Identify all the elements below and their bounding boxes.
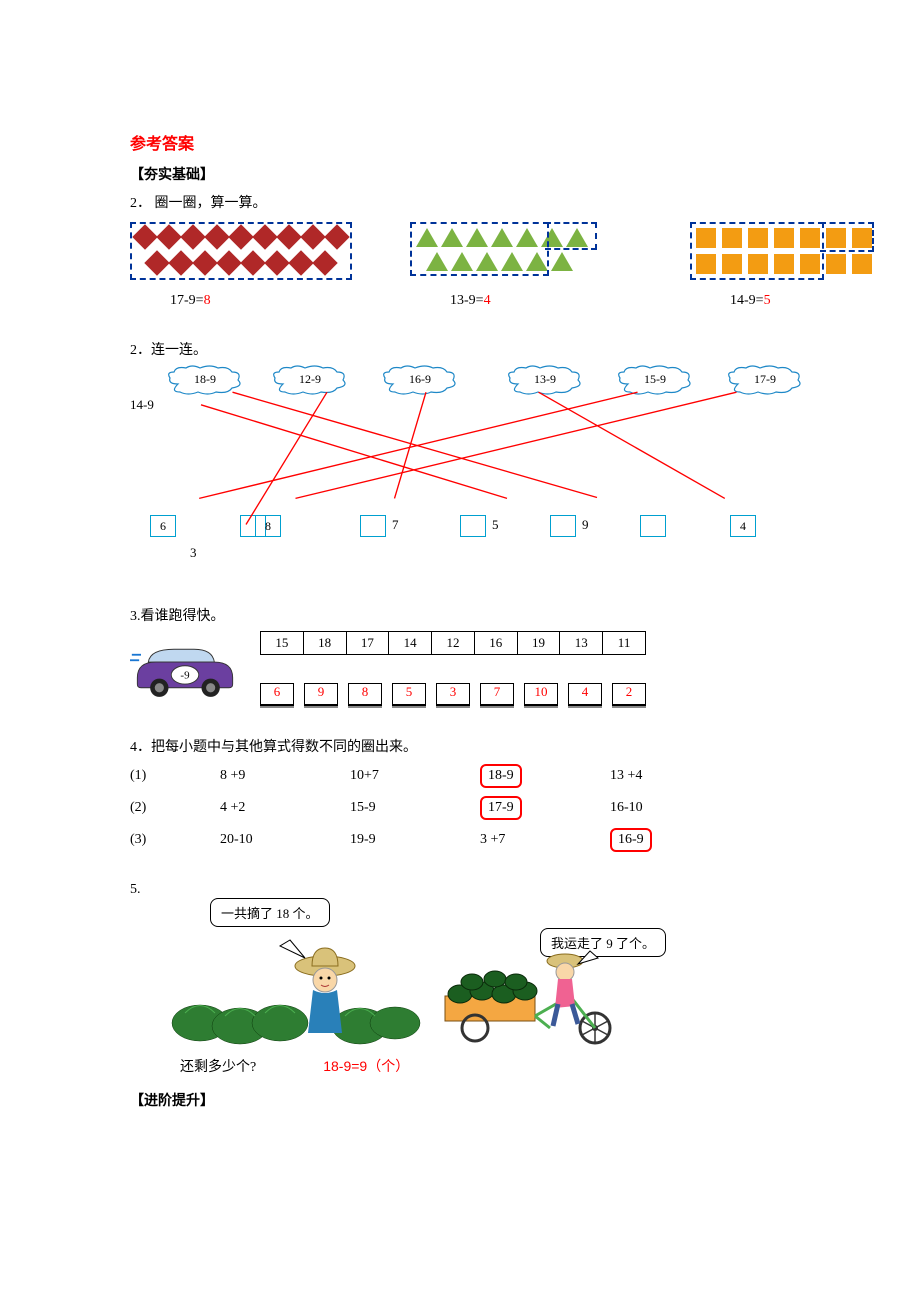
p5-scene: 一共摘了 18 个。 我运走了 9 了个。 <box>170 898 730 1048</box>
p4-expression: 16-10 <box>610 800 690 816</box>
p3-output-cell: 10 <box>524 683 558 706</box>
p4-index: (1) <box>130 768 170 784</box>
p3-output-cell: 5 <box>392 683 426 706</box>
p2-container: 18-912-916-913-915-917-914-96387594 <box>130 367 790 567</box>
p4-expression: 4 +2 <box>220 800 300 816</box>
section-advanced-title: 【进阶提升】 <box>130 1090 790 1110</box>
problem-4: 4．把每小题中与其他算式得数不同的圈出来。 (1) 8 +9 10+7 18-9 13 … <box>130 736 790 852</box>
p3-input-cell: 12 <box>432 632 475 655</box>
p4-expression: 17-9 <box>480 796 560 820</box>
p4-expression: 16-9 <box>610 828 690 852</box>
p3-input-cell: 14 <box>389 632 432 655</box>
p3-input-cell: 16 <box>474 632 517 655</box>
farmer-cart-illustration <box>440 946 670 1056</box>
answer-number: 3 <box>190 545 197 561</box>
car-label: -9 <box>180 670 190 682</box>
p3-answers: 698537 10 42 <box>260 683 646 706</box>
answer-key-title: 参考答案 <box>130 130 790 154</box>
p3-heading: 3.看谁跑得快。 <box>130 605 790 625</box>
p2-heading: 2．连一连。 <box>130 339 790 359</box>
p3-input-cell: 19 <box>517 632 560 655</box>
p3-output-cell: 9 <box>304 683 338 706</box>
p1-item: 17-9=8 <box>130 220 350 309</box>
problem-5: 5. 一共摘了 18 个。 我运走了 9 了个。 <box>130 882 790 1076</box>
p3-input-cell: 11 <box>603 632 646 655</box>
p1-heading: 2． 圈一圈，算一算。 <box>130 192 790 212</box>
p3-output-cell: 8 <box>348 683 382 706</box>
farmer-vegetable-illustration <box>170 938 430 1048</box>
p5-heading: 5. <box>130 882 790 898</box>
p4-expression: 8 +9 <box>220 768 300 784</box>
p4-heading: 4．把每小题中与其他算式得数不同的圈出来。 <box>130 736 790 756</box>
p1-equation: 14-9=5 <box>690 293 771 309</box>
p4-index: (3) <box>130 832 170 848</box>
p3-output-cell: 3 <box>436 683 470 706</box>
p3-output-cell: 6 <box>260 683 294 706</box>
p4-row: (2) 4 +2 15-9 17-9 16-10 <box>130 796 790 820</box>
p3-input-table: 151817141216191311 <box>260 631 646 655</box>
p1-equation: 17-9=8 <box>130 293 211 309</box>
p3-output-cell: 2 <box>612 683 646 706</box>
p4-expression: 18-9 <box>480 764 560 788</box>
p3-input-cell: 17 <box>346 632 389 655</box>
p4-expression: 13 +4 <box>610 768 690 784</box>
p4-expression: 15-9 <box>350 800 430 816</box>
p4-row: (1) 8 +9 10+7 18-9 13 +4 <box>130 764 790 788</box>
p3-output-cell: 4 <box>568 683 602 706</box>
p1-equation: 13-9=4 <box>410 293 491 309</box>
p4-expression: 10+7 <box>350 768 430 784</box>
p3-input-cell: 15 <box>261 632 304 655</box>
p3-output-cell: 7 <box>480 683 514 706</box>
p3-input-cell: 18 <box>303 632 346 655</box>
p5-question: 还剩多少个? <box>180 1060 256 1075</box>
p1-item: 14-9=5 <box>690 220 910 309</box>
p4-expression: 19-9 <box>350 832 430 848</box>
p4-expression: 20-10 <box>220 832 300 848</box>
p3-input-cell: 13 <box>560 632 603 655</box>
problem-3: 3.看谁跑得快。 -9 151817141216191311 698537 10 4… <box>130 605 790 706</box>
section-basic-title: 【夯实基础】 <box>130 164 790 184</box>
p4-expression: 3 +7 <box>480 832 560 848</box>
speech-bubble-1: 一共摘了 18 个。 <box>210 898 330 927</box>
p4-index: (2) <box>130 800 170 816</box>
p5-answer: 18-9=9（个） <box>323 1058 409 1074</box>
p1-item: 13-9=4 <box>410 220 630 309</box>
p1-row: 17-9=8 13-9=4 14-9=5 <box>130 220 790 309</box>
car-icon: -9 <box>130 636 240 701</box>
p4-row: (3) 20-10 19-9 3 +7 16-9 <box>130 828 790 852</box>
p2-connection-lines <box>130 367 830 547</box>
